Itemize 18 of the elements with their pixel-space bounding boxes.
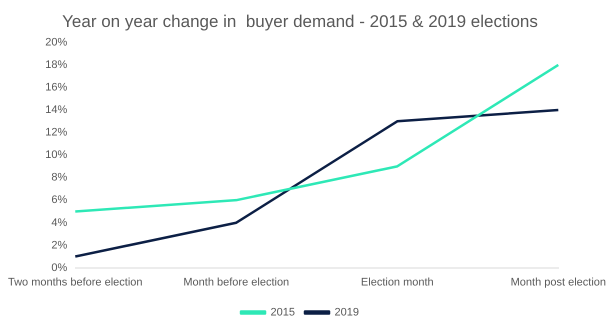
legend-label: 2015 (270, 306, 296, 319)
chart-title: Year on year change in buyer demand - 2015 & 2019 elections (62, 12, 538, 31)
y-tick-label: 18% (45, 58, 68, 71)
x-tick-label: Election month (360, 276, 434, 288)
y-tick-label: 10% (45, 149, 68, 162)
legend-label: 2019 (334, 306, 359, 319)
y-tick-label: 2% (51, 239, 68, 252)
y-tick-label: 20% (45, 36, 68, 48)
x-tick-label: Month post election (510, 276, 606, 288)
y-tick-label: 4% (51, 216, 68, 229)
y-tick-label: 14% (45, 104, 68, 116)
y-tick-label: 0% (51, 262, 68, 274)
y-tick-label: 12% (45, 126, 68, 139)
x-tick-label: Two months before election (8, 276, 143, 288)
y-tick-label: 16% (45, 82, 68, 94)
y-tick-label: 6% (51, 194, 68, 206)
x-tick-label: Month before election (183, 276, 290, 288)
y-tick-label: 8% (51, 172, 68, 184)
